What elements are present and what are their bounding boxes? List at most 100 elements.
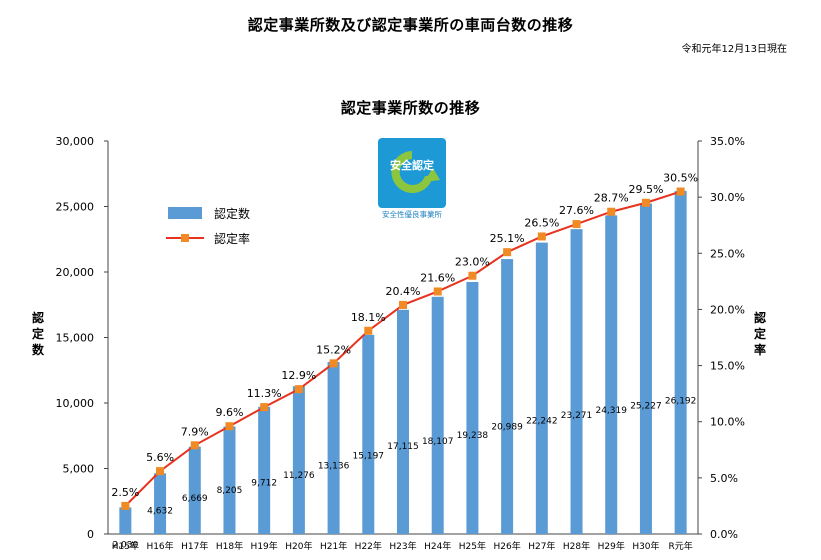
rate-value-label: 28.7% bbox=[594, 192, 629, 205]
bar-series bbox=[119, 190, 687, 535]
bar-9 bbox=[431, 296, 444, 534]
y2-tick-label: 15.0% bbox=[710, 360, 745, 373]
y2-axis-title: 認定率 bbox=[754, 310, 766, 357]
logo-background bbox=[378, 138, 446, 208]
x-tick-label: H19年 bbox=[251, 540, 278, 552]
x-tick-label: H17年 bbox=[181, 540, 208, 552]
x-tick-label: H25年 bbox=[459, 540, 486, 552]
safety-certification-logo: 安全認定 安全性優良事業所 bbox=[378, 138, 446, 219]
logo-top-text: 安全認定 bbox=[390, 158, 434, 172]
bar-16 bbox=[674, 190, 687, 534]
x-tick-label: H24年 bbox=[424, 540, 451, 552]
x-tick-label: H26年 bbox=[494, 540, 521, 552]
x-tick-label: H21年 bbox=[320, 540, 347, 552]
legend-line-label: 認定率 bbox=[214, 231, 250, 246]
rate-marker-15 bbox=[641, 198, 650, 207]
y2-tick-label: 5.0% bbox=[710, 472, 738, 485]
y-tick-label: 15,000 bbox=[56, 332, 95, 345]
y2-tick-label: 25.0% bbox=[710, 247, 745, 260]
bar-value-label: 4,632 bbox=[147, 506, 173, 516]
bar-13 bbox=[570, 229, 583, 534]
rate-marker-4 bbox=[260, 403, 269, 412]
bar-15 bbox=[639, 203, 652, 534]
x-tick-label: H22年 bbox=[355, 540, 382, 552]
rate-marker-2 bbox=[190, 441, 199, 450]
bar-value-label: 8,205 bbox=[217, 486, 243, 496]
y2-tick-label: 0.0% bbox=[710, 528, 738, 541]
bar-5 bbox=[292, 386, 305, 534]
rate-marker-11 bbox=[503, 248, 512, 257]
y-tick-label: 20,000 bbox=[56, 266, 95, 279]
bar-10 bbox=[466, 281, 479, 534]
legend-bar-swatch bbox=[168, 207, 202, 219]
bar-11 bbox=[501, 259, 514, 534]
bar-3 bbox=[223, 426, 236, 534]
x-tick-label: H20年 bbox=[285, 540, 312, 552]
rate-marker-16 bbox=[676, 187, 685, 196]
rate-value-label: 21.6% bbox=[420, 271, 455, 284]
as-of-date: 令和元年12月13日現在 bbox=[681, 44, 787, 55]
legend-line-marker bbox=[181, 234, 189, 242]
chart-axes: 30,000 25,000 20,000 15,000 10,000 5,000 0 35.0… bbox=[32, 135, 766, 552]
y-axis-title: 認定数 bbox=[32, 310, 45, 357]
y-tick-label: 0 bbox=[87, 528, 94, 541]
rate-value-label: 23.0% bbox=[455, 256, 490, 269]
bar-2 bbox=[188, 446, 201, 534]
x-tick-label: H15年 bbox=[112, 540, 139, 552]
bar-value-label: 18,107 bbox=[422, 437, 454, 447]
document-title: 認定事業所数及び認定事業所の車両台数の推移 bbox=[247, 16, 574, 34]
rate-value-label: 9.6% bbox=[215, 406, 243, 419]
bar-value-label: 13,136 bbox=[318, 462, 350, 472]
bar-12 bbox=[535, 242, 548, 534]
rate-marker-1 bbox=[156, 467, 165, 476]
bar-14 bbox=[605, 215, 618, 535]
rate-marker-7 bbox=[364, 326, 373, 335]
rate-marker-14 bbox=[607, 207, 616, 216]
rate-marker-10 bbox=[468, 271, 477, 280]
x-tick-label: R元年 bbox=[669, 540, 693, 552]
bar-value-label: 19,238 bbox=[457, 431, 489, 441]
y2-tick-label: 35.0% bbox=[710, 135, 745, 148]
y2-tick-label: 20.0% bbox=[710, 303, 745, 316]
y2-tick-label: 30.0% bbox=[710, 191, 745, 204]
rate-value-label: 7.9% bbox=[181, 425, 209, 438]
bar-value-label: 26,192 bbox=[665, 397, 697, 407]
bar-value-label: 22,242 bbox=[526, 416, 558, 426]
rate-marker-9 bbox=[433, 287, 442, 296]
bar-7 bbox=[362, 334, 375, 534]
x-tick-label: H28年 bbox=[563, 540, 590, 552]
rate-value-label: 15.2% bbox=[316, 343, 351, 356]
rate-value-label: 5.6% bbox=[146, 451, 174, 464]
rate-value-label: 11.3% bbox=[247, 387, 282, 400]
x-tick-label: H16年 bbox=[146, 540, 173, 552]
bar-1 bbox=[154, 473, 167, 534]
rate-value-label: 12.9% bbox=[281, 369, 316, 382]
rate-marker-13 bbox=[572, 220, 581, 229]
rate-value-label: 29.5% bbox=[628, 183, 663, 196]
bar-value-label: 2,030 bbox=[112, 540, 138, 550]
x-tick-label: H29年 bbox=[598, 540, 625, 552]
bar-0 bbox=[119, 507, 132, 534]
rate-marker-12 bbox=[537, 232, 546, 241]
rate-marker-6 bbox=[329, 359, 338, 368]
bar-value-label: 25,227 bbox=[630, 401, 662, 411]
chart-title: 認定事業所数の推移 bbox=[340, 99, 481, 117]
bar-4 bbox=[258, 406, 271, 534]
logo-arrowhead-icon bbox=[424, 168, 440, 182]
y-tick-label: 25,000 bbox=[56, 201, 95, 214]
rate-value-label: 18.1% bbox=[351, 311, 386, 324]
bar-value-label: 9,712 bbox=[251, 479, 277, 489]
bar-value-label: 17,115 bbox=[387, 442, 419, 452]
y2-tick-label: 10.0% bbox=[710, 416, 745, 429]
bar-value-label: 24,319 bbox=[595, 406, 627, 416]
bar-value-label: 15,197 bbox=[353, 451, 385, 461]
bar-value-label: 11,276 bbox=[283, 471, 315, 481]
bar-8 bbox=[397, 309, 409, 534]
rate-marker-5 bbox=[294, 385, 303, 394]
rate-marker-0 bbox=[121, 501, 130, 510]
rate-value-label: 25.1% bbox=[490, 232, 525, 245]
rate-value-label: 27.6% bbox=[559, 204, 594, 217]
legend-bar-label: 認定数 bbox=[214, 206, 250, 221]
